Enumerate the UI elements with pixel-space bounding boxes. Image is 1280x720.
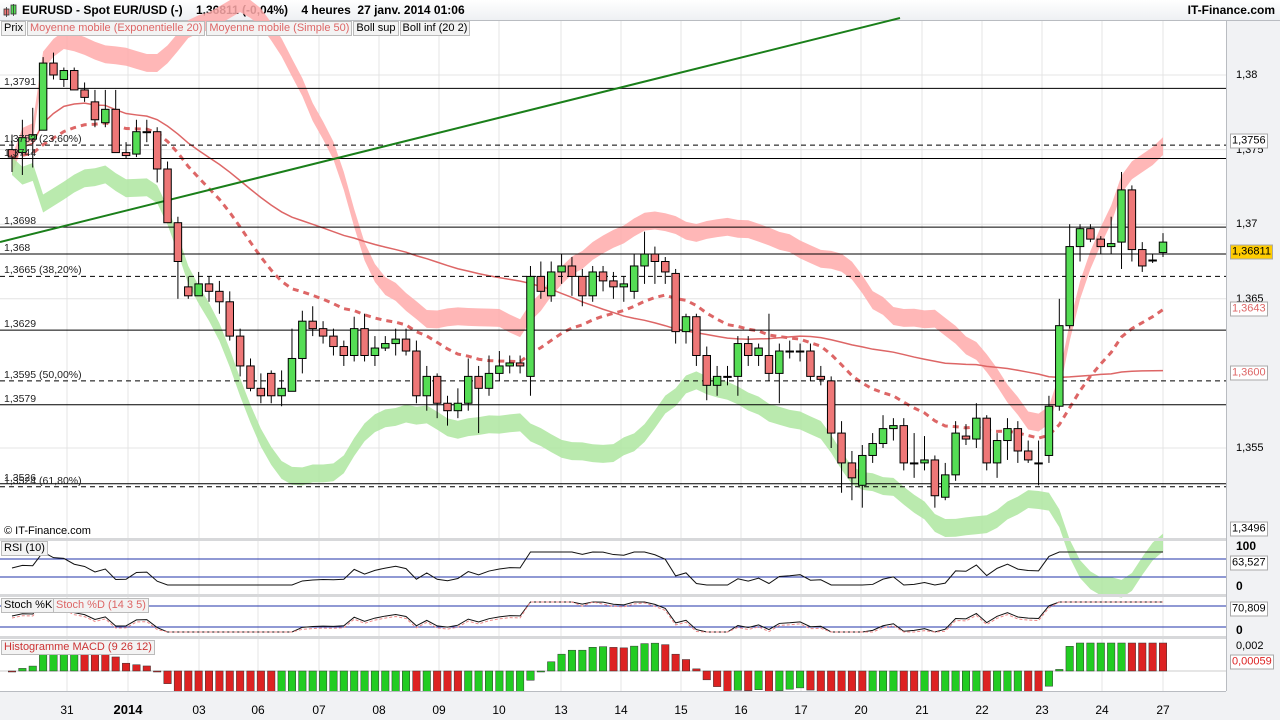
time-tick: 14 [614,703,628,717]
macd-label[interactable]: Histogramme MACD (9 26 12) [1,640,155,655]
time-tick: 06 [251,703,265,717]
time-tick: 17 [794,703,808,717]
legend-boll-inf[interactable]: Boll inf (20 2) [399,21,471,36]
legend-price[interactable]: Prix [1,21,26,36]
time-axis[interactable]: 31 2014 03 06 07 08 09 10 13 14 15 16 17 20 21 22 23 24 27 [0,691,1226,720]
level-label: 1,3791 [4,76,37,89]
legend-sma[interactable]: Moyenne mobile (Simple 50) [206,21,353,36]
time-tick: 23 [1035,703,1049,717]
level-label: 1,3595 (50,00%) [4,368,82,381]
level-label: 1,3665 (38,20%) [4,264,82,277]
legend-ema[interactable]: Moyenne mobile (Exponentielle 20) [26,21,206,36]
time-tick: 09 [432,703,446,717]
price-marker: 1,3600 [1230,365,1268,381]
rsi-label[interactable]: RSI (10) [1,541,48,556]
stoch-value: 70,809 [1230,601,1268,617]
price-marker: 1,3643 [1230,301,1268,317]
rsi-value: 63,527 [1230,555,1268,571]
legend-boll-sup[interactable]: Boll sup [353,21,399,36]
level-label: 1,368 [4,242,31,255]
level-label: 1,3753 (23,60%) [4,133,82,146]
price-tick: 1,355 [1236,442,1264,454]
macd-top-tick: 0,002 [1236,640,1264,652]
time-tick: 13 [554,703,568,717]
price-tick: 1,38 [1236,69,1258,81]
title-bar: EURUSD - Spot EUR/USD (-) 1,36811 (-0,04… [0,0,1280,21]
indicator-legend: Prix Moyenne mobile (Exponentielle 20) M… [1,21,471,36]
level-label: 1,3698 [4,215,37,228]
time-tick: 03 [192,703,206,717]
axis-corner [1226,691,1280,720]
time-tick: 27 [1156,703,1170,717]
rsi-top-tick: 100 [1236,539,1257,553]
time-tick: 20 [854,703,868,717]
time-tick: 24 [1095,703,1109,717]
candlestick-chart-icon [3,4,17,17]
time-tick: 22 [975,703,989,717]
stoch-d-label[interactable]: Stoch %D (14 3 5) [53,598,149,613]
price-marker: 1,3496 [1230,521,1268,537]
time-tick: 15 [674,703,688,717]
time-tick: 07 [312,703,326,717]
time-tick: 21 [915,703,929,717]
time-tick: 08 [372,703,386,717]
copyright-text: © IT-Finance.com [4,525,91,537]
level-label: 1,3524 (61,80%) [4,474,82,487]
stoch-k-label[interactable]: Stoch %K [1,598,56,613]
level-label: 1,3526 [4,471,37,484]
price-tick: 1,37 [1236,218,1258,231]
level-label: 1,3629 [4,318,37,331]
time-tick: 16 [734,703,748,717]
stoch-bottom-tick: 0 [1236,623,1243,637]
time-tick: 2014 [113,702,143,717]
level-label: 1,3744 [4,146,37,159]
price-axis[interactable] [1226,21,1280,691]
price-chart[interactable] [0,0,1226,691]
macd-value: 0,00059 [1230,654,1274,670]
brand-name[interactable]: IT-Finance.com [1187,3,1275,17]
time-tick: 10 [492,703,506,717]
level-label: 1,3579 [4,392,37,405]
price-marker: 1,3756 [1230,133,1268,149]
time-tick: 31 [60,703,74,717]
rsi-bottom-tick: 0 [1236,579,1243,593]
last-price-marker: 1,36811 [1230,244,1273,260]
